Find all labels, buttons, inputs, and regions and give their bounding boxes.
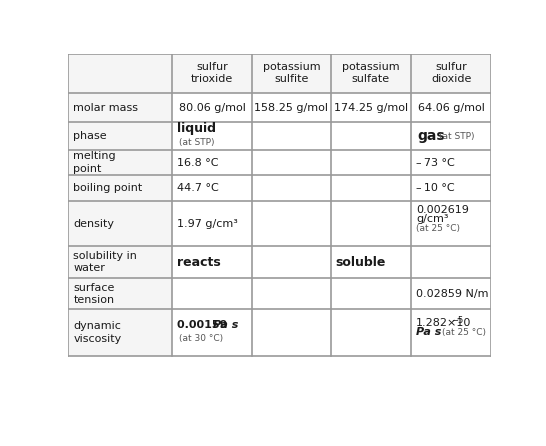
Bar [68,54,172,93]
Text: molar mass: molar mass [73,103,138,112]
Text: (at 25 °C): (at 25 °C) [442,328,486,337]
Text: reacts: reacts [177,256,221,268]
Text: 158.25 g/mol: 158.25 g/mol [254,103,329,112]
Text: solubility in
water: solubility in water [73,251,137,273]
Bar [68,278,172,310]
Bar [331,93,411,122]
Text: 0.00159: 0.00159 [177,320,232,330]
Text: phase: phase [73,131,107,141]
Bar [172,278,252,310]
Bar [68,150,172,175]
Bar [172,246,252,278]
Text: soluble: soluble [336,256,386,268]
Bar [252,93,331,122]
Text: gas: gas [417,129,445,143]
Text: 1.97 g/cm³: 1.97 g/cm³ [177,219,238,228]
Bar [252,246,331,278]
Bar [331,246,411,278]
Text: 0.002619: 0.002619 [416,206,469,215]
Text: 1.282×10: 1.282×10 [416,318,471,328]
Bar [68,310,172,356]
Bar [411,54,491,93]
Bar [331,310,411,356]
Bar [252,122,331,150]
Bar [172,175,252,201]
Bar [411,310,491,356]
Text: liquid: liquid [177,122,216,135]
Text: melting
point: melting point [73,151,116,174]
Text: (at STP): (at STP) [179,138,215,147]
Bar [411,175,491,201]
Bar [68,175,172,201]
Bar [172,122,252,150]
Text: 174.25 g/mol: 174.25 g/mol [334,103,408,112]
Bar [411,246,491,278]
Bar [252,310,331,356]
Text: sulfur
dioxide: sulfur dioxide [431,62,471,84]
Bar [411,150,491,175]
Bar [331,122,411,150]
Bar [172,201,252,246]
Bar [252,201,331,246]
Text: g/cm³: g/cm³ [416,214,449,224]
Text: boiling point: boiling point [73,183,143,193]
Bar [172,93,252,122]
Bar [172,310,252,356]
Bar [411,201,491,246]
Text: 80.06 g/mol: 80.06 g/mol [179,103,246,112]
Bar [331,54,411,93]
Text: sulfur
trioxide: sulfur trioxide [191,62,233,84]
Text: dynamic
viscosity: dynamic viscosity [73,322,122,344]
Text: – 73 °C: – 73 °C [416,157,455,168]
Text: surface
tension: surface tension [73,283,115,305]
Text: (at STP): (at STP) [440,132,475,141]
Text: density: density [73,219,114,228]
Bar [411,93,491,122]
Bar [331,278,411,310]
Text: (at 30 °C): (at 30 °C) [179,334,223,343]
Bar [252,150,331,175]
Text: 64.06 g/mol: 64.06 g/mol [418,103,485,112]
Bar [252,175,331,201]
Text: 16.8 °C: 16.8 °C [177,157,218,168]
Bar [411,278,491,310]
Bar [68,201,172,246]
Bar [68,93,172,122]
Bar [68,122,172,150]
Bar [172,54,252,93]
Bar [331,201,411,246]
Bar [331,150,411,175]
Bar [172,150,252,175]
Bar [411,122,491,150]
Text: potassium
sulfite: potassium sulfite [263,62,321,84]
Bar [252,278,331,310]
Bar [252,54,331,93]
Text: – 10 °C: – 10 °C [416,183,455,193]
Text: 44.7 °C: 44.7 °C [177,183,219,193]
Text: Pa s: Pa s [416,326,442,337]
Text: (at 25 °C): (at 25 °C) [416,224,460,233]
Bar [68,246,172,278]
Text: 0.02859 N/m: 0.02859 N/m [416,289,489,299]
Text: Pa s: Pa s [213,320,239,330]
Text: potassium
sulfate: potassium sulfate [342,62,400,84]
Text: −5: −5 [451,316,463,325]
Bar [331,175,411,201]
